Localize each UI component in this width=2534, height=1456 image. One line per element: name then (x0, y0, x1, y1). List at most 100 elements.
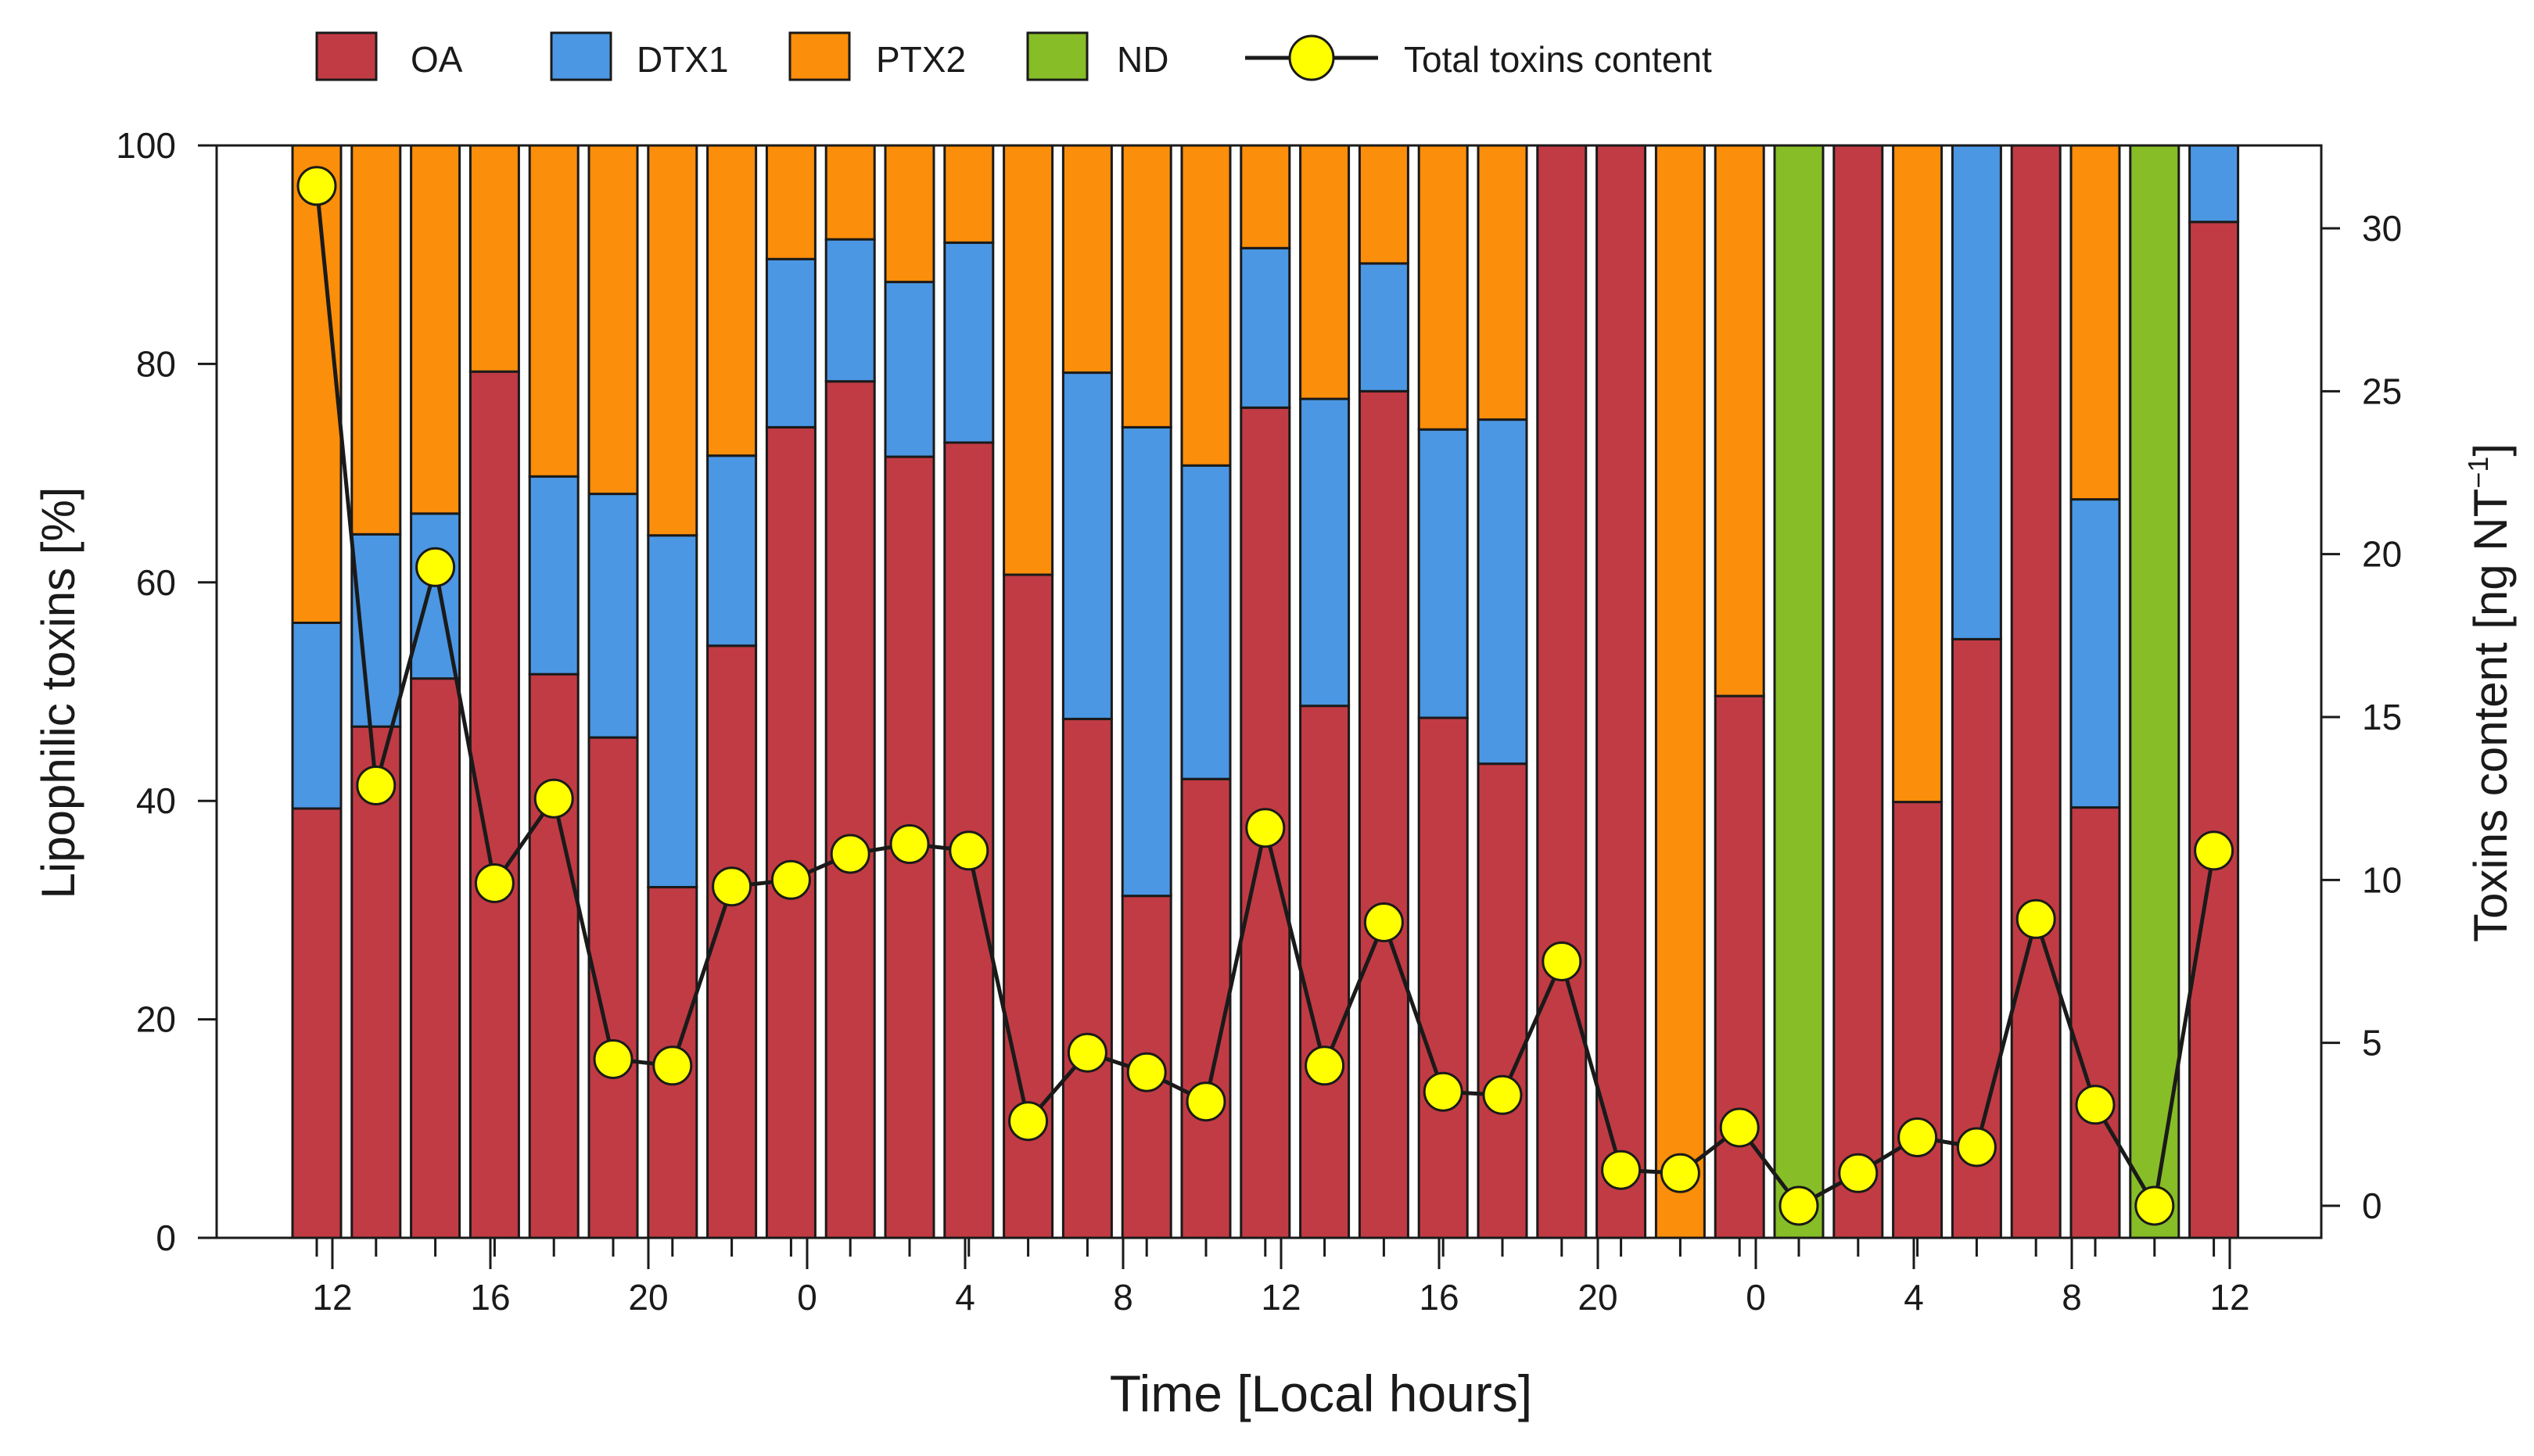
bar-18-oa (1299, 705, 1351, 1239)
x-tick-label-3: 20 (628, 1277, 668, 1318)
bar-29-dtx1 (1951, 144, 2002, 640)
total-toxins-point-33 (2194, 830, 2234, 871)
y-axis-title-right-main: Toxins content [ng NT (2464, 489, 2517, 942)
bar-16-dtx1 (1180, 464, 1232, 780)
legend-label-oa: OA (411, 39, 463, 80)
y-axis-title-right-superscript: −1 (2462, 457, 2494, 489)
bar-25-ptx2 (1714, 144, 1765, 698)
bar-3-oa (410, 677, 461, 1239)
bar-27-oa (1832, 144, 1884, 1239)
bar-21-ptx2 (1477, 144, 1528, 421)
bars-layer (291, 144, 2240, 1239)
bar-30-oa (2010, 144, 2062, 1239)
bar-26-nd (1773, 144, 1825, 1239)
legend-swatch-ptx2 (788, 31, 851, 81)
bar-20-ptx2 (1417, 144, 1469, 431)
bar-8-dtx1 (706, 454, 758, 647)
bar-11-ptx2 (884, 144, 935, 284)
x-tick-label-7: 12 (1261, 1277, 1301, 1318)
bar-21-oa (1477, 762, 1528, 1239)
bar-7-ptx2 (647, 144, 698, 537)
bar-31-oa (2069, 806, 2121, 1239)
x-tick-label-1: 12 (312, 1277, 352, 1318)
x-tick-label-5: 4 (955, 1277, 975, 1318)
y-left-tick-label-100: 100 (116, 125, 176, 166)
bar-10-ptx2 (824, 144, 876, 241)
bar-9-dtx1 (765, 257, 817, 429)
bar-22-oa (1536, 144, 1588, 1239)
total-toxins-point-29 (1956, 1127, 1997, 1167)
bar-8-oa (706, 644, 758, 1239)
bar-31-ptx2 (2069, 144, 2121, 501)
total-toxins-point-30 (2015, 898, 2056, 939)
bar-20-dtx1 (1417, 428, 1469, 719)
y-axis-title-right: Toxins content [ng NT−1] (2462, 443, 2517, 942)
y-right-tick-label-5: 5 (2362, 1023, 2382, 1063)
bar-25-oa (1714, 694, 1765, 1239)
total-toxins-point-18 (1305, 1045, 1345, 1086)
total-toxins-point-28 (1897, 1117, 1938, 1157)
bar-18-ptx2 (1299, 144, 1351, 400)
total-toxins-point-25 (1719, 1107, 1760, 1148)
bar-28-oa (1892, 801, 1944, 1239)
total-toxins-point-15 (1126, 1052, 1167, 1092)
legend-label-nd: ND (1117, 39, 1168, 80)
total-toxins-point-32 (2134, 1185, 2175, 1226)
x-tick-label-10: 0 (1746, 1277, 1766, 1318)
bar-9-ptx2 (765, 144, 817, 260)
total-toxins-point-19 (1363, 902, 1404, 942)
y-right-tick-label-30: 30 (2362, 208, 2402, 249)
y-left-tick-label-40: 40 (136, 780, 176, 821)
bar-17-ptx2 (1240, 144, 1291, 249)
y-right-tick-label-0: 0 (2362, 1185, 2382, 1226)
legend-label-ptx2: PTX2 (876, 39, 966, 80)
bar-21-dtx1 (1477, 418, 1528, 766)
legend-marker-total (1288, 34, 1335, 81)
total-toxins-point-31 (2075, 1085, 2116, 1125)
bar-32-nd (2129, 144, 2180, 1239)
legend: OA DTX1 PTX2 ND Total toxins content (315, 31, 1712, 81)
bar-9-oa (765, 425, 817, 1239)
total-toxins-point-9 (770, 859, 811, 900)
bar-18-dtx1 (1299, 397, 1351, 708)
y-right-tick-label-20: 20 (2362, 534, 2402, 575)
total-toxins-point-26 (1778, 1185, 1819, 1226)
legend-swatch-nd (1026, 31, 1089, 81)
bar-16-oa (1180, 777, 1232, 1239)
y-left-tick-label-20: 20 (136, 999, 176, 1040)
axes-layer: 0 20 40 60 80 100 0 5 10 15 20 25 30 12 16 20 0 4 8 12 16 20 0… (116, 125, 2402, 1318)
total-toxins-point-27 (1838, 1153, 1879, 1193)
bar-19-oa (1358, 389, 1409, 1239)
plot-frame (215, 144, 2323, 1239)
legend-label-total: Total toxins content (1404, 39, 1712, 80)
bar-5-oa (528, 672, 580, 1239)
bar-14-dtx1 (1061, 371, 1113, 720)
total-toxins-point-3 (415, 547, 456, 587)
y-right-tick-label-10: 10 (2362, 859, 2402, 900)
bar-17-dtx1 (1240, 246, 1291, 409)
x-tick-label-12: 8 (2062, 1277, 2082, 1318)
bar-3-ptx2 (410, 144, 461, 515)
total-toxins-point-17 (1245, 808, 1286, 848)
bar-7-dtx1 (647, 534, 698, 888)
y-left-tick-label-80: 80 (136, 343, 176, 384)
bar-28-ptx2 (1892, 144, 1944, 804)
total-toxins-point-20 (1423, 1071, 1463, 1112)
total-toxins-point-12 (949, 830, 989, 871)
bar-6-dtx1 (587, 493, 639, 739)
x-tick-label-11: 4 (1904, 1277, 1924, 1318)
total-toxins-point-16 (1186, 1081, 1226, 1122)
x-tick-label-4: 0 (797, 1277, 817, 1318)
total-toxins-point-11 (889, 824, 930, 864)
total-toxins-point-1 (296, 166, 337, 206)
legend-swatch-dtx1 (550, 31, 612, 81)
total-toxins-point-8 (712, 866, 752, 907)
y-axis-title-right-close: ] (2464, 443, 2517, 457)
legend-swatch-oa (315, 31, 378, 81)
bar-33-dtx1 (2188, 144, 2240, 224)
bar-12-ptx2 (943, 144, 995, 244)
bar-15-ptx2 (1121, 144, 1172, 429)
x-tick-label-8: 16 (1419, 1277, 1459, 1318)
total-toxins-point-4 (474, 863, 515, 903)
